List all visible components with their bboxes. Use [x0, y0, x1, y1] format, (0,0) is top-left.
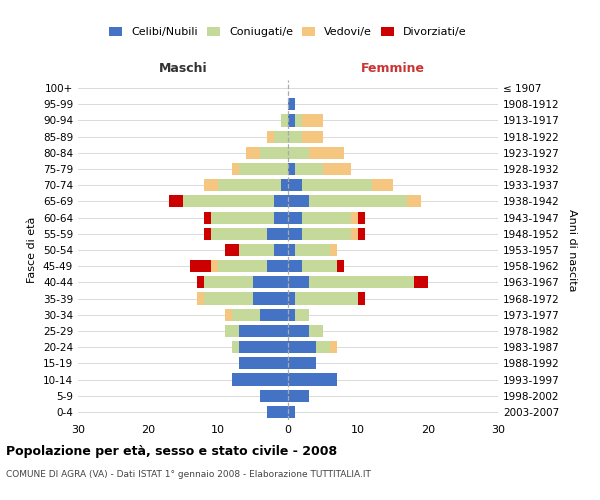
Bar [295, 114, 302, 126]
Bar [267, 406, 288, 418]
Bar [309, 196, 407, 207]
Bar [358, 212, 365, 224]
Legend: Celibi/Nubili, Coniugati/e, Vedovi/e, Divorziati/e: Celibi/Nubili, Coniugati/e, Vedovi/e, Di… [105, 22, 471, 42]
Bar [204, 212, 211, 224]
Bar [288, 130, 302, 142]
Bar [281, 114, 288, 126]
Bar [372, 179, 393, 192]
Bar [351, 228, 358, 240]
Bar [204, 228, 211, 240]
Bar [288, 260, 302, 272]
Y-axis label: Anni di nascita: Anni di nascita [566, 208, 577, 291]
Bar [323, 163, 351, 175]
Bar [295, 163, 323, 175]
Bar [239, 244, 274, 256]
Bar [316, 341, 330, 353]
Bar [246, 147, 260, 159]
Bar [267, 260, 288, 272]
Bar [288, 244, 295, 256]
Bar [267, 228, 288, 240]
Bar [281, 179, 288, 192]
Bar [232, 163, 239, 175]
Bar [288, 114, 295, 126]
Bar [288, 374, 337, 386]
Bar [274, 212, 288, 224]
Bar [239, 163, 288, 175]
Bar [253, 292, 288, 304]
Text: COMUNE DI AGRA (VA) - Dati ISTAT 1° gennaio 2008 - Elaborazione TUTTITALIA.IT: COMUNE DI AGRA (VA) - Dati ISTAT 1° genn… [6, 470, 371, 479]
Bar [267, 130, 274, 142]
Bar [288, 98, 295, 110]
Bar [211, 228, 267, 240]
Bar [260, 308, 288, 321]
Bar [288, 325, 309, 337]
Bar [330, 244, 337, 256]
Bar [295, 308, 309, 321]
Bar [197, 276, 204, 288]
Bar [288, 406, 295, 418]
Bar [302, 130, 323, 142]
Bar [239, 358, 288, 370]
Bar [239, 325, 288, 337]
Bar [169, 196, 183, 207]
Y-axis label: Fasce di età: Fasce di età [28, 217, 37, 283]
Bar [358, 228, 365, 240]
Bar [232, 308, 260, 321]
Bar [288, 358, 316, 370]
Bar [302, 114, 323, 126]
Bar [302, 212, 351, 224]
Bar [295, 244, 330, 256]
Bar [225, 308, 232, 321]
Text: Popolazione per età, sesso e stato civile - 2008: Popolazione per età, sesso e stato civil… [6, 445, 337, 458]
Bar [302, 228, 351, 240]
Text: Maschi: Maschi [158, 62, 208, 75]
Bar [288, 147, 309, 159]
Bar [330, 341, 337, 353]
Bar [288, 390, 309, 402]
Bar [190, 260, 211, 272]
Bar [288, 341, 316, 353]
Bar [302, 179, 372, 192]
Bar [414, 276, 428, 288]
Bar [218, 179, 281, 192]
Bar [407, 196, 421, 207]
Bar [288, 163, 295, 175]
Bar [309, 147, 344, 159]
Bar [274, 244, 288, 256]
Bar [211, 212, 274, 224]
Bar [337, 260, 344, 272]
Bar [183, 196, 274, 207]
Bar [288, 196, 309, 207]
Bar [288, 179, 302, 192]
Bar [204, 292, 253, 304]
Bar [288, 228, 302, 240]
Bar [288, 308, 295, 321]
Bar [309, 325, 323, 337]
Bar [351, 212, 358, 224]
Bar [218, 260, 267, 272]
Bar [309, 276, 414, 288]
Bar [288, 292, 295, 304]
Bar [302, 260, 337, 272]
Bar [225, 244, 239, 256]
Bar [239, 341, 288, 353]
Bar [232, 374, 288, 386]
Text: Femmine: Femmine [361, 62, 425, 75]
Bar [260, 147, 288, 159]
Bar [225, 325, 239, 337]
Bar [274, 196, 288, 207]
Bar [288, 212, 302, 224]
Bar [253, 276, 288, 288]
Bar [358, 292, 365, 304]
Bar [204, 276, 253, 288]
Bar [232, 341, 239, 353]
Bar [288, 276, 309, 288]
Bar [260, 390, 288, 402]
Bar [274, 130, 288, 142]
Bar [197, 292, 204, 304]
Bar [295, 292, 358, 304]
Bar [211, 260, 218, 272]
Bar [204, 179, 218, 192]
